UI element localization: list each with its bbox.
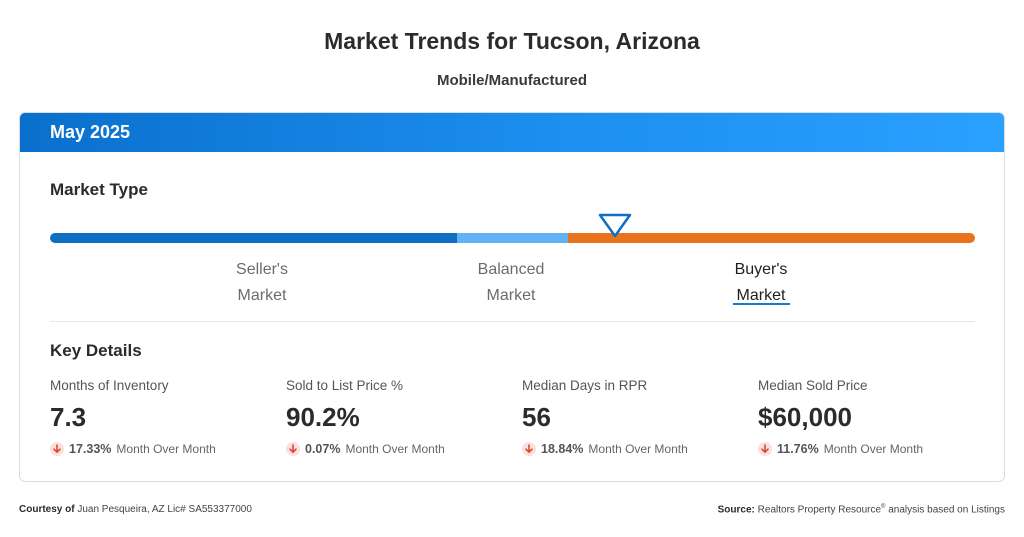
metric-value: $60,000	[758, 402, 852, 432]
page-title: Market Trends for Tucson, Arizona	[324, 28, 700, 54]
selected-market-underline	[733, 303, 790, 305]
registered-mark: ®	[881, 504, 886, 510]
arrow-down-icon	[286, 442, 300, 456]
source-note: Source: Realtors Property Resource® anal…	[718, 504, 1005, 515]
page-subtitle: Mobile/Manufactured	[436, 72, 587, 89]
courtesy-note: Courtesy of Juan Pesqueira, AZ Lic# SA55…	[19, 504, 252, 515]
metric-label: Median Days in RPR	[522, 378, 648, 393]
metric-median-sold-price: Median Sold Price $60,000 11.76% Month O…	[758, 378, 988, 456]
seller-segment	[50, 233, 457, 243]
change-period: Month Over Month	[823, 442, 924, 456]
arrow-down-icon	[522, 442, 536, 456]
balanced-market-label: Balanced Market	[477, 261, 545, 304]
source-text: Realtors Property Resource	[757, 504, 882, 516]
change-period: Month Over Month	[116, 442, 216, 456]
metric-value: 56	[522, 402, 551, 432]
metric-months-of-inventory: Months of Inventory 7.3 17.33% Month Ove…	[50, 378, 280, 456]
change-percent: 17.33%	[69, 442, 112, 456]
metric-value: 90.2%	[286, 402, 360, 432]
metric-change: 0.07% Month Over Month	[286, 442, 516, 456]
market-card: May 2025 Market Type Seller's Market Bal…	[19, 112, 1005, 482]
arrow-down-icon	[758, 442, 772, 456]
change-period: Month Over Month	[345, 442, 445, 456]
section-divider	[50, 321, 975, 322]
metric-change: 18.84% Month Over Month	[522, 442, 752, 456]
seller-market-label: Seller's Market	[236, 261, 288, 304]
metric-change: 11.76% Month Over Month	[758, 442, 988, 456]
change-percent: 18.84%	[541, 442, 584, 456]
metric-sold-to-list: Sold to List Price % 90.2% 0.07% Month O…	[286, 378, 516, 456]
metric-change: 17.33% Month Over Month	[50, 442, 280, 456]
source-label: Source:	[717, 504, 755, 516]
buyer-segment	[568, 233, 975, 243]
balanced-segment	[457, 233, 568, 243]
change-percent: 11.76%	[777, 442, 819, 456]
buyer-market-label: Buyer's Market	[734, 261, 788, 304]
metric-median-days: Median Days in RPR 56 18.84% Month Over …	[522, 378, 752, 456]
market-pointer-icon	[598, 213, 632, 238]
courtesy-label: Courtesy of	[19, 504, 75, 515]
market-type-heading: Market Type	[50, 180, 148, 199]
period-header: May 2025	[20, 113, 1004, 152]
metric-label: Sold to List Price %	[286, 378, 404, 393]
metric-label: Median Sold Price	[758, 378, 868, 393]
metric-label: Months of Inventory	[50, 378, 169, 393]
arrow-down-icon	[50, 442, 64, 456]
market-type-bar	[50, 233, 975, 243]
key-details-heading: Key Details	[50, 341, 142, 360]
change-period: Month Over Month	[588, 442, 688, 456]
source-tail: analysis based on Listings	[888, 504, 1005, 516]
change-percent: 0.07%	[305, 442, 341, 456]
courtesy-text: Juan Pesqueira, AZ Lic# SA553377000	[77, 504, 252, 515]
metric-value: 7.3	[50, 402, 87, 432]
